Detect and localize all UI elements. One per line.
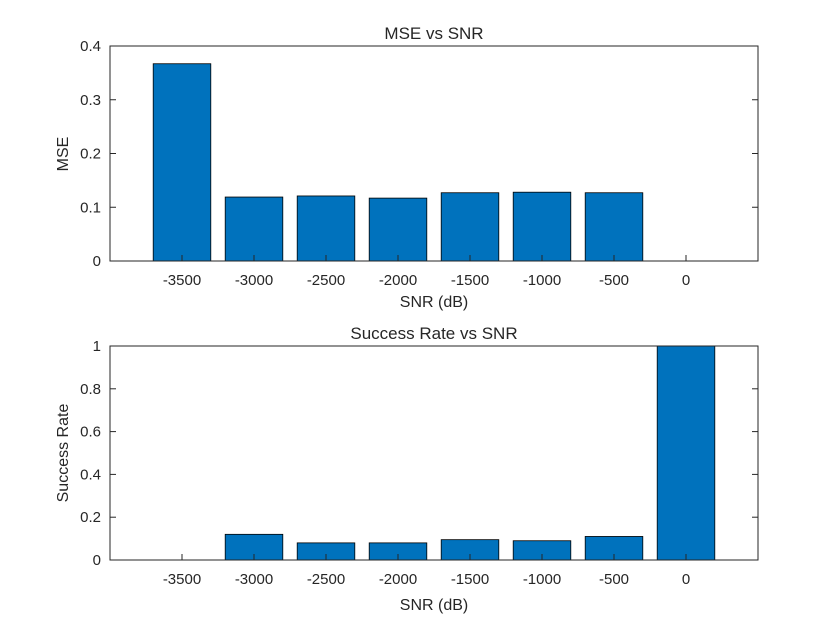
mse-bar-2	[296, 195, 356, 262]
mse-y-ticks: 0 0.1 0.2 0.3 0.4	[80, 38, 758, 270]
mse-chart-title: MSE vs SNR	[384, 24, 483, 43]
mse-bar-3	[368, 197, 428, 262]
mse-y-tick-label: 0.1	[80, 199, 101, 216]
mse-bar-5	[512, 191, 572, 262]
success-rate-x-ticks: -3500 -3000 -2500 -2000 -1500 -1000 -500 0	[163, 554, 690, 588]
success-rate-chart-title: Success Rate vs SNR	[350, 324, 517, 343]
mse-x-ticks: -3500 -3000 -2500 -2000 -1500 -1000 -500 0	[163, 255, 690, 289]
mse-bar-4	[440, 192, 500, 262]
success-rate-x-tick-label: 0	[682, 571, 690, 588]
success-rate-y-tick-label: 0.2	[80, 509, 101, 526]
mse-bar-6	[584, 192, 644, 262]
mse-y-tick-label: 0	[93, 253, 101, 270]
mse-y-tick-label: 0.3	[80, 92, 101, 109]
success-rate-y-axis-label: Success Rate	[55, 404, 72, 503]
mse-bar-1	[224, 196, 284, 262]
success-rate-y-tick-label: 1	[93, 338, 101, 355]
success-rate-x-axis-label: SNR (dB)	[400, 597, 468, 614]
success-rate-y-tick-label: 0.4	[80, 466, 101, 483]
success-rate-x-tick-label: -1000	[523, 571, 561, 588]
success-rate-plot-box	[109, 345, 759, 561]
mse-x-tick-label: -1000	[523, 272, 561, 289]
success-rate-chart: Success Rate vs SNR 0 0.2 0.4 0.6 0.8 1 -3500…	[55, 324, 759, 614]
success-rate-x-tick-label: -2000	[379, 571, 417, 588]
mse-x-tick-label: -1500	[451, 272, 489, 289]
success-rate-x-tick-label: -1500	[451, 571, 489, 588]
success-rate-y-tick-label: 0.8	[80, 381, 101, 398]
mse-x-tick-label: -2500	[307, 272, 345, 289]
mse-x-tick-label: -2000	[379, 272, 417, 289]
success-rate-y-tick-label: 0.6	[80, 424, 101, 441]
success-rate-bars	[224, 345, 716, 561]
mse-x-axis-label: SNR (dB)	[400, 294, 468, 311]
success-rate-x-tick-label: -3000	[235, 571, 273, 588]
success-rate-x-tick-label: -3500	[163, 571, 201, 588]
mse-x-tick-label: -3000	[235, 272, 273, 289]
success-rate-x-tick-label: -2500	[307, 571, 345, 588]
mse-x-tick-label: -3500	[163, 272, 201, 289]
mse-y-tick-label: 0.4	[80, 38, 101, 55]
mse-y-tick-label: 0.2	[80, 146, 101, 163]
success-rate-x-tick-label: -500	[599, 571, 629, 588]
success-rate-y-ticks: 0 0.2 0.4 0.6 0.8 1	[80, 338, 758, 569]
mse-x-tick-label: 0	[682, 272, 690, 289]
mse-bar-0	[152, 63, 212, 262]
mse-x-tick-label: -500	[599, 272, 629, 289]
mse-y-axis-label: MSE	[55, 137, 72, 172]
success-rate-bar-7	[656, 345, 716, 561]
success-rate-y-tick-label: 0	[93, 552, 101, 569]
mse-chart: MSE vs SNR 0 0.1 0.2 0.3 0.4 -3500 -3000 -2500…	[55, 24, 759, 311]
mse-bars	[152, 63, 644, 262]
